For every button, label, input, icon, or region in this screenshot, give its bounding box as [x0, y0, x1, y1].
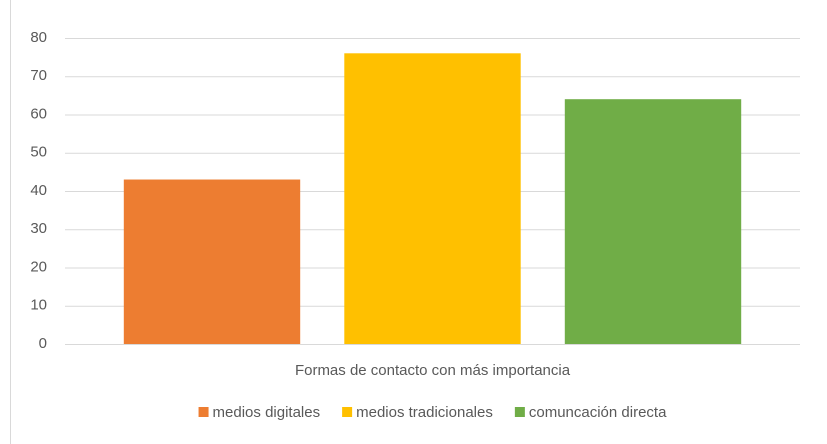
- y-tick-label: 50: [30, 144, 47, 161]
- legend-swatch: [198, 407, 209, 417]
- y-tick-label: 40: [30, 182, 47, 199]
- bar: [123, 179, 301, 344]
- y-tick-label: 10: [30, 297, 47, 314]
- legend-label: medios digitales: [213, 404, 321, 421]
- y-tick-label: 20: [30, 258, 47, 275]
- y-tick-label: 80: [30, 29, 47, 46]
- legend-swatch: [342, 407, 353, 417]
- bar: [564, 99, 742, 344]
- x-axis-label: Formas de contacto con más importancia: [295, 362, 571, 379]
- y-tick-label: 60: [30, 105, 47, 122]
- legend-swatch: [514, 407, 525, 417]
- y-tick-label: 70: [30, 67, 47, 84]
- legend-label: comuncación directa: [529, 404, 667, 421]
- legend-label: medios tradicionales: [356, 404, 493, 421]
- y-tick-label: 0: [39, 335, 47, 352]
- y-tick-label: 30: [30, 220, 47, 237]
- bar: [344, 53, 521, 345]
